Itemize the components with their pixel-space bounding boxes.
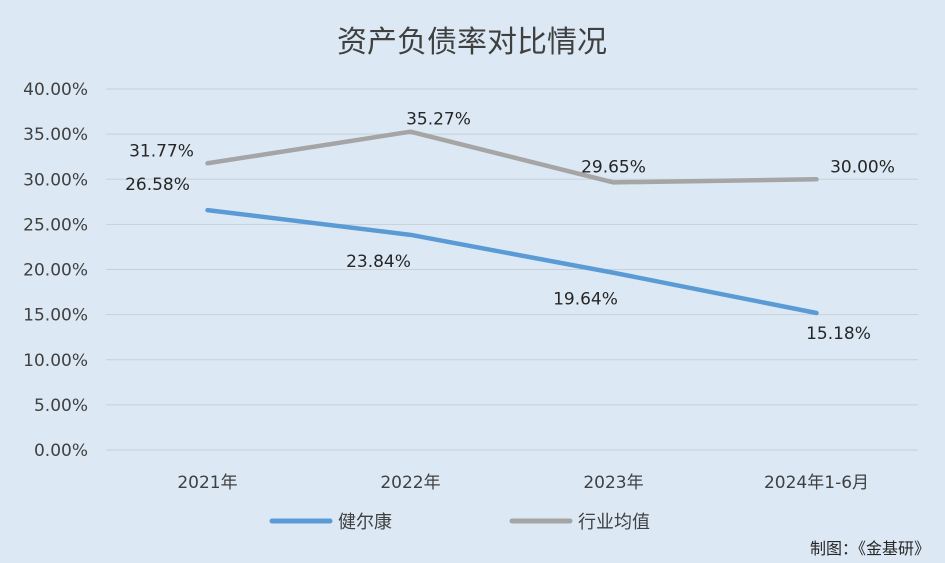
data-label: 29.65%	[581, 157, 646, 177]
data-label: 30.00%	[830, 157, 895, 177]
series-lines	[205, 129, 819, 316]
y-tick-label: 25.00%	[23, 215, 88, 235]
data-label: 26.58%	[125, 175, 190, 195]
data-labels: 26.58% 23.84% 19.64% 15.18% 31.77% 35.27% 29.6…	[125, 110, 895, 344]
legend-label: 健尔康	[338, 512, 392, 533]
data-label: 31.77%	[129, 141, 194, 161]
y-tick-label: 35.00%	[23, 125, 88, 145]
y-tick-label: 20.00%	[23, 261, 88, 281]
data-label: 23.84%	[346, 252, 411, 272]
y-tick-label: 0.00%	[34, 441, 88, 461]
x-axis-ticks: 2021年 2022年 2023年 2024年1-6月	[177, 473, 869, 493]
data-label: 35.27%	[406, 110, 471, 130]
data-label: 19.64%	[553, 290, 618, 310]
x-tick-label: 2022年	[380, 473, 440, 493]
series-line-1	[205, 129, 819, 185]
x-tick-label: 2021年	[177, 473, 237, 493]
x-tick-label: 2024年1-6月	[764, 473, 869, 493]
y-tick-label: 30.00%	[23, 170, 88, 190]
data-label: 15.18%	[806, 324, 871, 344]
gridlines	[106, 88, 918, 451]
source-credit: 制图：《金基研》	[810, 539, 930, 558]
series-line-0	[205, 207, 819, 316]
legend: 健尔康 行业均值	[269, 512, 650, 533]
chart-title: 资产负债率对比情况	[337, 25, 607, 60]
y-tick-label: 15.00%	[23, 306, 88, 326]
y-axis-ticks: 0.00% 5.00% 10.00% 15.00% 20.00% 25.00% 30.00%…	[23, 80, 88, 461]
y-tick-label: 40.00%	[23, 80, 88, 100]
y-tick-label: 10.00%	[23, 351, 88, 371]
y-tick-label: 5.00%	[34, 396, 88, 416]
legend-label: 行业均值	[578, 512, 650, 533]
x-tick-label: 2023年	[583, 473, 643, 493]
